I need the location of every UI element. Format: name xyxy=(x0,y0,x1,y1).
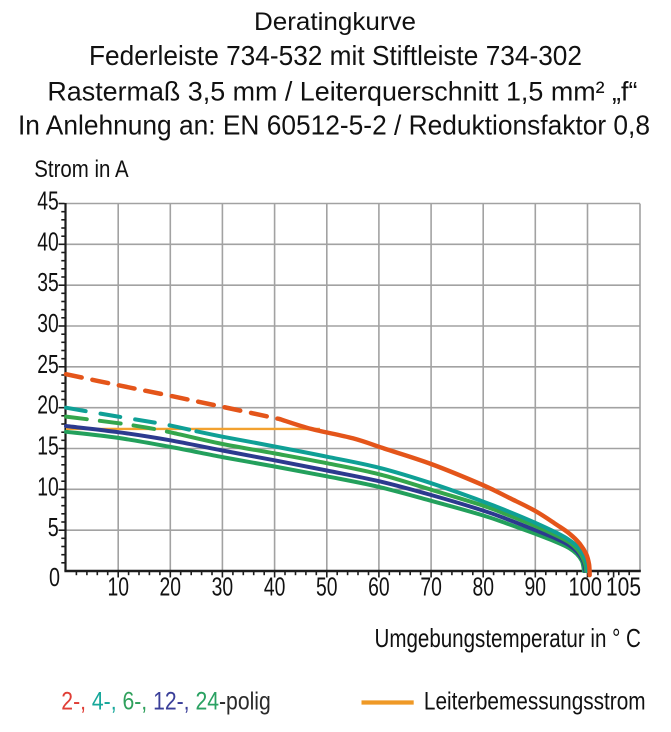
svg-text:45: 45 xyxy=(37,186,59,216)
svg-text:0: 0 xyxy=(49,562,60,592)
svg-text:50: 50 xyxy=(316,571,338,601)
svg-text:10: 10 xyxy=(37,471,59,501)
svg-text:60: 60 xyxy=(368,571,390,601)
svg-text:70: 70 xyxy=(420,571,442,601)
svg-text:2-, 4-, 6-, 12-, 24-polig: 2-, 4-, 6-, 12-, 24-polig xyxy=(61,688,270,716)
svg-text:Rastermaß 3,5 mm / Leiterquers: Rastermaß 3,5 mm / Leiterquerschnitt 1,5… xyxy=(47,77,637,107)
svg-text:5: 5 xyxy=(48,512,59,542)
svg-text:40: 40 xyxy=(264,571,286,601)
svg-text:30: 30 xyxy=(37,308,59,338)
svg-text:Deratingkurve: Deratingkurve xyxy=(254,8,416,36)
svg-text:105: 105 xyxy=(606,571,641,601)
svg-text:10: 10 xyxy=(107,571,129,601)
svg-text:40: 40 xyxy=(37,226,59,256)
svg-text:90: 90 xyxy=(525,571,547,601)
svg-text:30: 30 xyxy=(212,571,234,601)
svg-text:Leiterbemessungsstrom: Leiterbemessungsstrom xyxy=(424,688,646,716)
svg-text:35: 35 xyxy=(37,267,59,297)
svg-text:100: 100 xyxy=(568,571,602,601)
svg-text:15: 15 xyxy=(37,431,59,461)
svg-text:80: 80 xyxy=(472,571,494,601)
svg-text:Federleiste 734-532 mit Stiftl: Federleiste 734-532 mit Stiftleiste 734-… xyxy=(89,40,582,71)
svg-text:Umgebungstemperatur in ° C: Umgebungstemperatur in ° C xyxy=(375,623,641,653)
svg-text:20: 20 xyxy=(160,571,182,601)
svg-text:Strom in A: Strom in A xyxy=(34,156,128,183)
svg-text:25: 25 xyxy=(37,349,59,379)
svg-text:20: 20 xyxy=(37,390,59,420)
svg-text:In Anlehnung an: EN 60512-5-2: In Anlehnung an: EN 60512-5-2 / Reduktio… xyxy=(18,110,650,141)
